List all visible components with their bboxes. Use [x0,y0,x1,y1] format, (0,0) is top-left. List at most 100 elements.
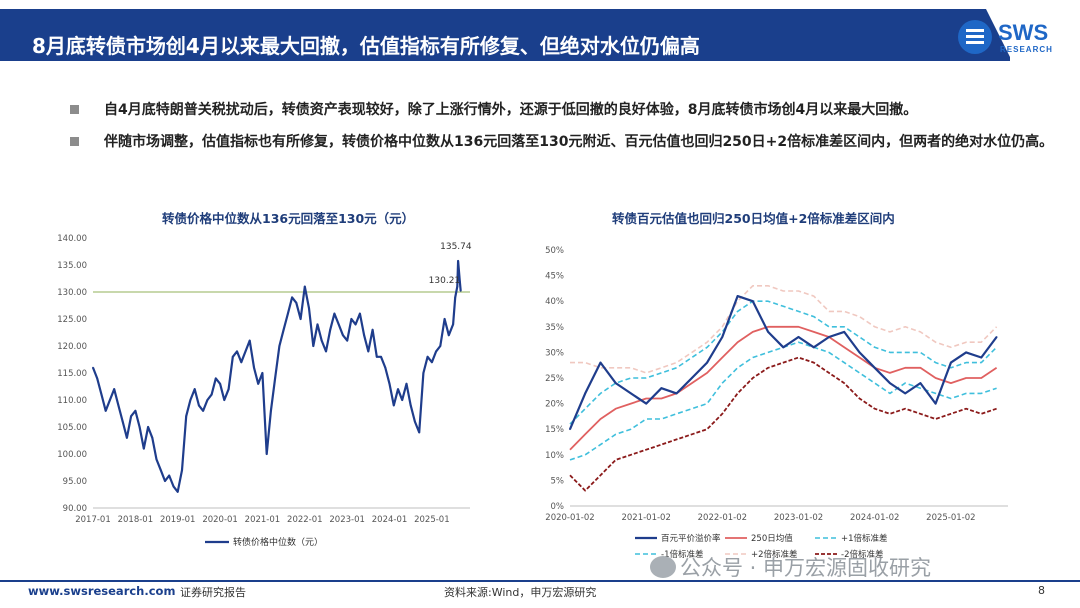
y-tick-label: 40% [545,297,564,307]
data-point [397,388,399,391]
data-point [168,474,171,477]
data-point [392,404,395,407]
y-tick-label: 0% [551,502,565,512]
data-point [100,393,103,396]
data-point [253,366,255,369]
data-point [630,392,632,395]
data-point [443,318,446,320]
data-point [452,323,454,326]
data-point [109,399,111,401]
data-point [384,366,387,369]
data-point [126,436,128,439]
data-point [219,382,222,385]
x-tick-label: 2025-01 [414,515,450,525]
x-tick-label: 2020-01 [202,515,238,525]
data-point [965,351,967,354]
x-tick-label: 2020-01-02 [545,513,594,523]
data-point [181,469,183,472]
data-point [282,328,285,331]
legend-label: +2倍标准差 [751,549,798,560]
data-point [248,339,251,342]
slide-title: 8月底转债市场创4月以来最大回撤，估值指标有所修复、但绝对水位仍偏高 [32,34,700,58]
data-point [270,409,272,412]
data-point [422,372,425,374]
footer-source: 资料来源:Wind，申万宏源研究 [444,586,597,599]
data-point [691,377,693,379]
data-point [359,312,361,315]
x-tick-label: 2021-01-02 [621,513,670,523]
y-tick-label: 5% [551,476,565,486]
data-point [244,350,247,353]
data-point [409,404,412,407]
legend-label: 转债价格中位数（元） [233,536,323,548]
data-point [261,372,264,374]
data-point [919,382,922,384]
data-point [329,328,332,331]
data-point [147,426,149,428]
data-point [782,346,785,349]
data-point [367,350,370,353]
data-point [380,355,382,358]
y-tick-label: 120.00 [57,342,87,352]
data-point [660,387,663,390]
x-tick-label: 2023-01-02 [774,513,823,523]
x-tick-label: 2019-01 [160,515,196,525]
bullet-item: 自4月底特朗普关税扰动后，转债资产表现较好，除了上涨行情外，还源于低回撤的良好体… [70,96,1060,124]
data-point [121,420,124,423]
data-point [155,458,158,461]
data-point [291,296,293,299]
data-point [354,323,357,326]
bullet-list: 自4月底特朗普关税扰动后，转债资产表现较好，除了上涨行情外，还源于低回撤的良好体… [70,96,1060,160]
y-tick-label: 130.00 [57,288,87,298]
x-tick-label: 2022-01-02 [698,513,747,523]
y-tick-label: 45% [545,272,564,282]
data-point [889,382,891,384]
data-point [721,336,724,338]
data-point [202,409,205,412]
data-point [295,301,298,304]
data-point [299,318,302,320]
x-tick-label: 2023-01 [329,515,365,525]
data-point [904,392,907,395]
data-point [316,323,319,326]
data-point [198,404,200,407]
data-point [363,334,365,337]
y-tick-label: 105.00 [57,423,87,433]
footer-url[interactable]: www.swsresearch.com [28,584,176,598]
x-tick-label: 2025-01-02 [926,513,975,523]
data-point [736,295,739,297]
data-point [159,469,162,472]
data-point [614,382,617,384]
right-chart-title: 转债百元估值也回归250日均值+2倍标准差区间内 [612,211,895,226]
data-point [303,285,306,288]
square-bullet-icon [70,105,79,114]
wechat-icon [650,556,676,578]
y-tick-label: 25% [545,374,564,384]
data-point [96,377,99,380]
logo-subtext: RESEARCH [1000,45,1053,54]
data-point [257,382,260,385]
bullet-text: 自4月底特朗普关税扰动后，转债资产表现较好，除了上涨行情外，还源于低回撤的良好体… [104,102,918,118]
data-point [206,399,209,401]
data-point [325,350,327,353]
data-point [130,415,132,418]
data-point [873,366,876,369]
y-tick-label: 30% [545,348,564,358]
data-point [405,382,408,385]
data-point [223,399,226,401]
legend-label: -1倍标准差 [661,549,703,560]
y-tick-label: 90.00 [63,504,87,514]
data-point [828,336,830,338]
legend-label: 250日均值 [751,533,793,544]
bullet-item: 伴随市场调整，估值指标也有所修复，转债价格中位数从136元回落至130元附近、百… [70,128,1060,156]
watermark: 公众号 · 申万宏源固收研究 [680,556,932,580]
x-tick-label: 2017-01 [75,515,111,525]
series-line-5 [569,356,997,492]
data-point [104,409,107,412]
y-tick-label: 20% [545,400,564,410]
legend-label: 百元平价溢价率 [661,533,721,544]
series-line-1 [569,325,998,451]
data-point [210,393,213,396]
logo-mark-icon [958,20,992,54]
data-point [320,339,323,342]
